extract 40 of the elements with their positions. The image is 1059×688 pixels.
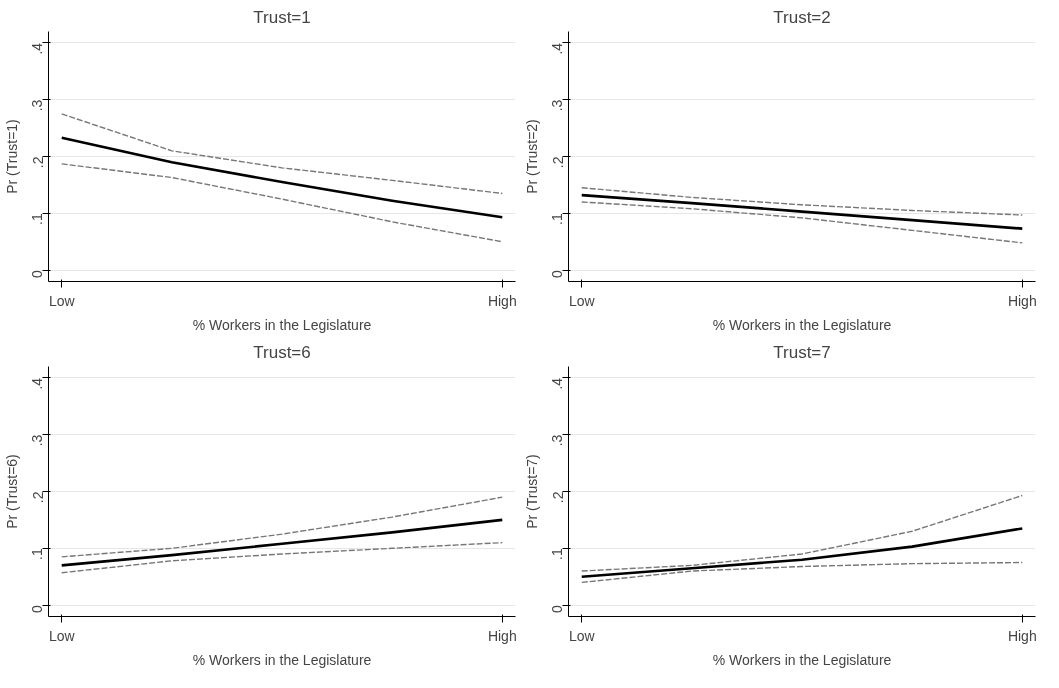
y-tick-label: .1: [549, 548, 566, 560]
chart-title: Trust=6: [253, 342, 311, 362]
y-axis-title: Pr (Trust=7): [523, 454, 540, 529]
x-tick-label: High: [487, 627, 517, 644]
chart-title: Trust=1: [253, 7, 311, 27]
y-tick-label: .1: [549, 213, 566, 225]
y-tick-label: .2: [549, 491, 566, 504]
x-tick-label: High: [1007, 627, 1037, 644]
x-tick-label: Low: [568, 292, 596, 309]
y-tick-label: .1: [29, 548, 46, 560]
x-tick-label: Low: [568, 627, 596, 644]
x-axis-title: % Workers in the Legislature: [712, 316, 892, 333]
y-axis-title: Pr (Trust=2): [523, 119, 540, 194]
x-tick-label: High: [487, 292, 517, 309]
y-tick-label: .1: [29, 213, 46, 225]
x-axis-title: % Workers in the Legislature: [712, 651, 892, 668]
y-tick-label: .2: [549, 156, 566, 169]
y-tick-label: .3: [549, 434, 566, 447]
y-tick-label: .4: [29, 377, 46, 390]
x-axis-title: % Workers in the Legislature: [192, 316, 372, 333]
y-tick-label: 0: [29, 604, 46, 613]
y-tick-label: .4: [29, 42, 46, 55]
y-tick-label: 0: [549, 604, 566, 613]
y-axis-title: Pr (Trust=1): [3, 119, 20, 194]
chart-title: Trust=7: [773, 342, 831, 362]
x-tick-label: High: [1007, 292, 1037, 309]
y-tick-label: .2: [29, 156, 46, 169]
y-tick-label: 0: [29, 269, 46, 278]
y-tick-label: .4: [549, 42, 566, 55]
x-axis-title: % Workers in the Legislature: [192, 651, 372, 668]
y-axis-title: Pr (Trust=6): [3, 454, 20, 529]
y-tick-label: 0: [549, 269, 566, 278]
x-tick-label: Low: [48, 292, 76, 309]
x-tick-label: Low: [48, 627, 76, 644]
y-tick-label: .3: [29, 99, 46, 112]
y-tick-label: .3: [549, 99, 566, 112]
y-tick-label: .3: [29, 434, 46, 447]
y-tick-label: .4: [549, 377, 566, 390]
y-tick-label: .2: [29, 491, 46, 504]
chart-title: Trust=2: [773, 7, 831, 27]
